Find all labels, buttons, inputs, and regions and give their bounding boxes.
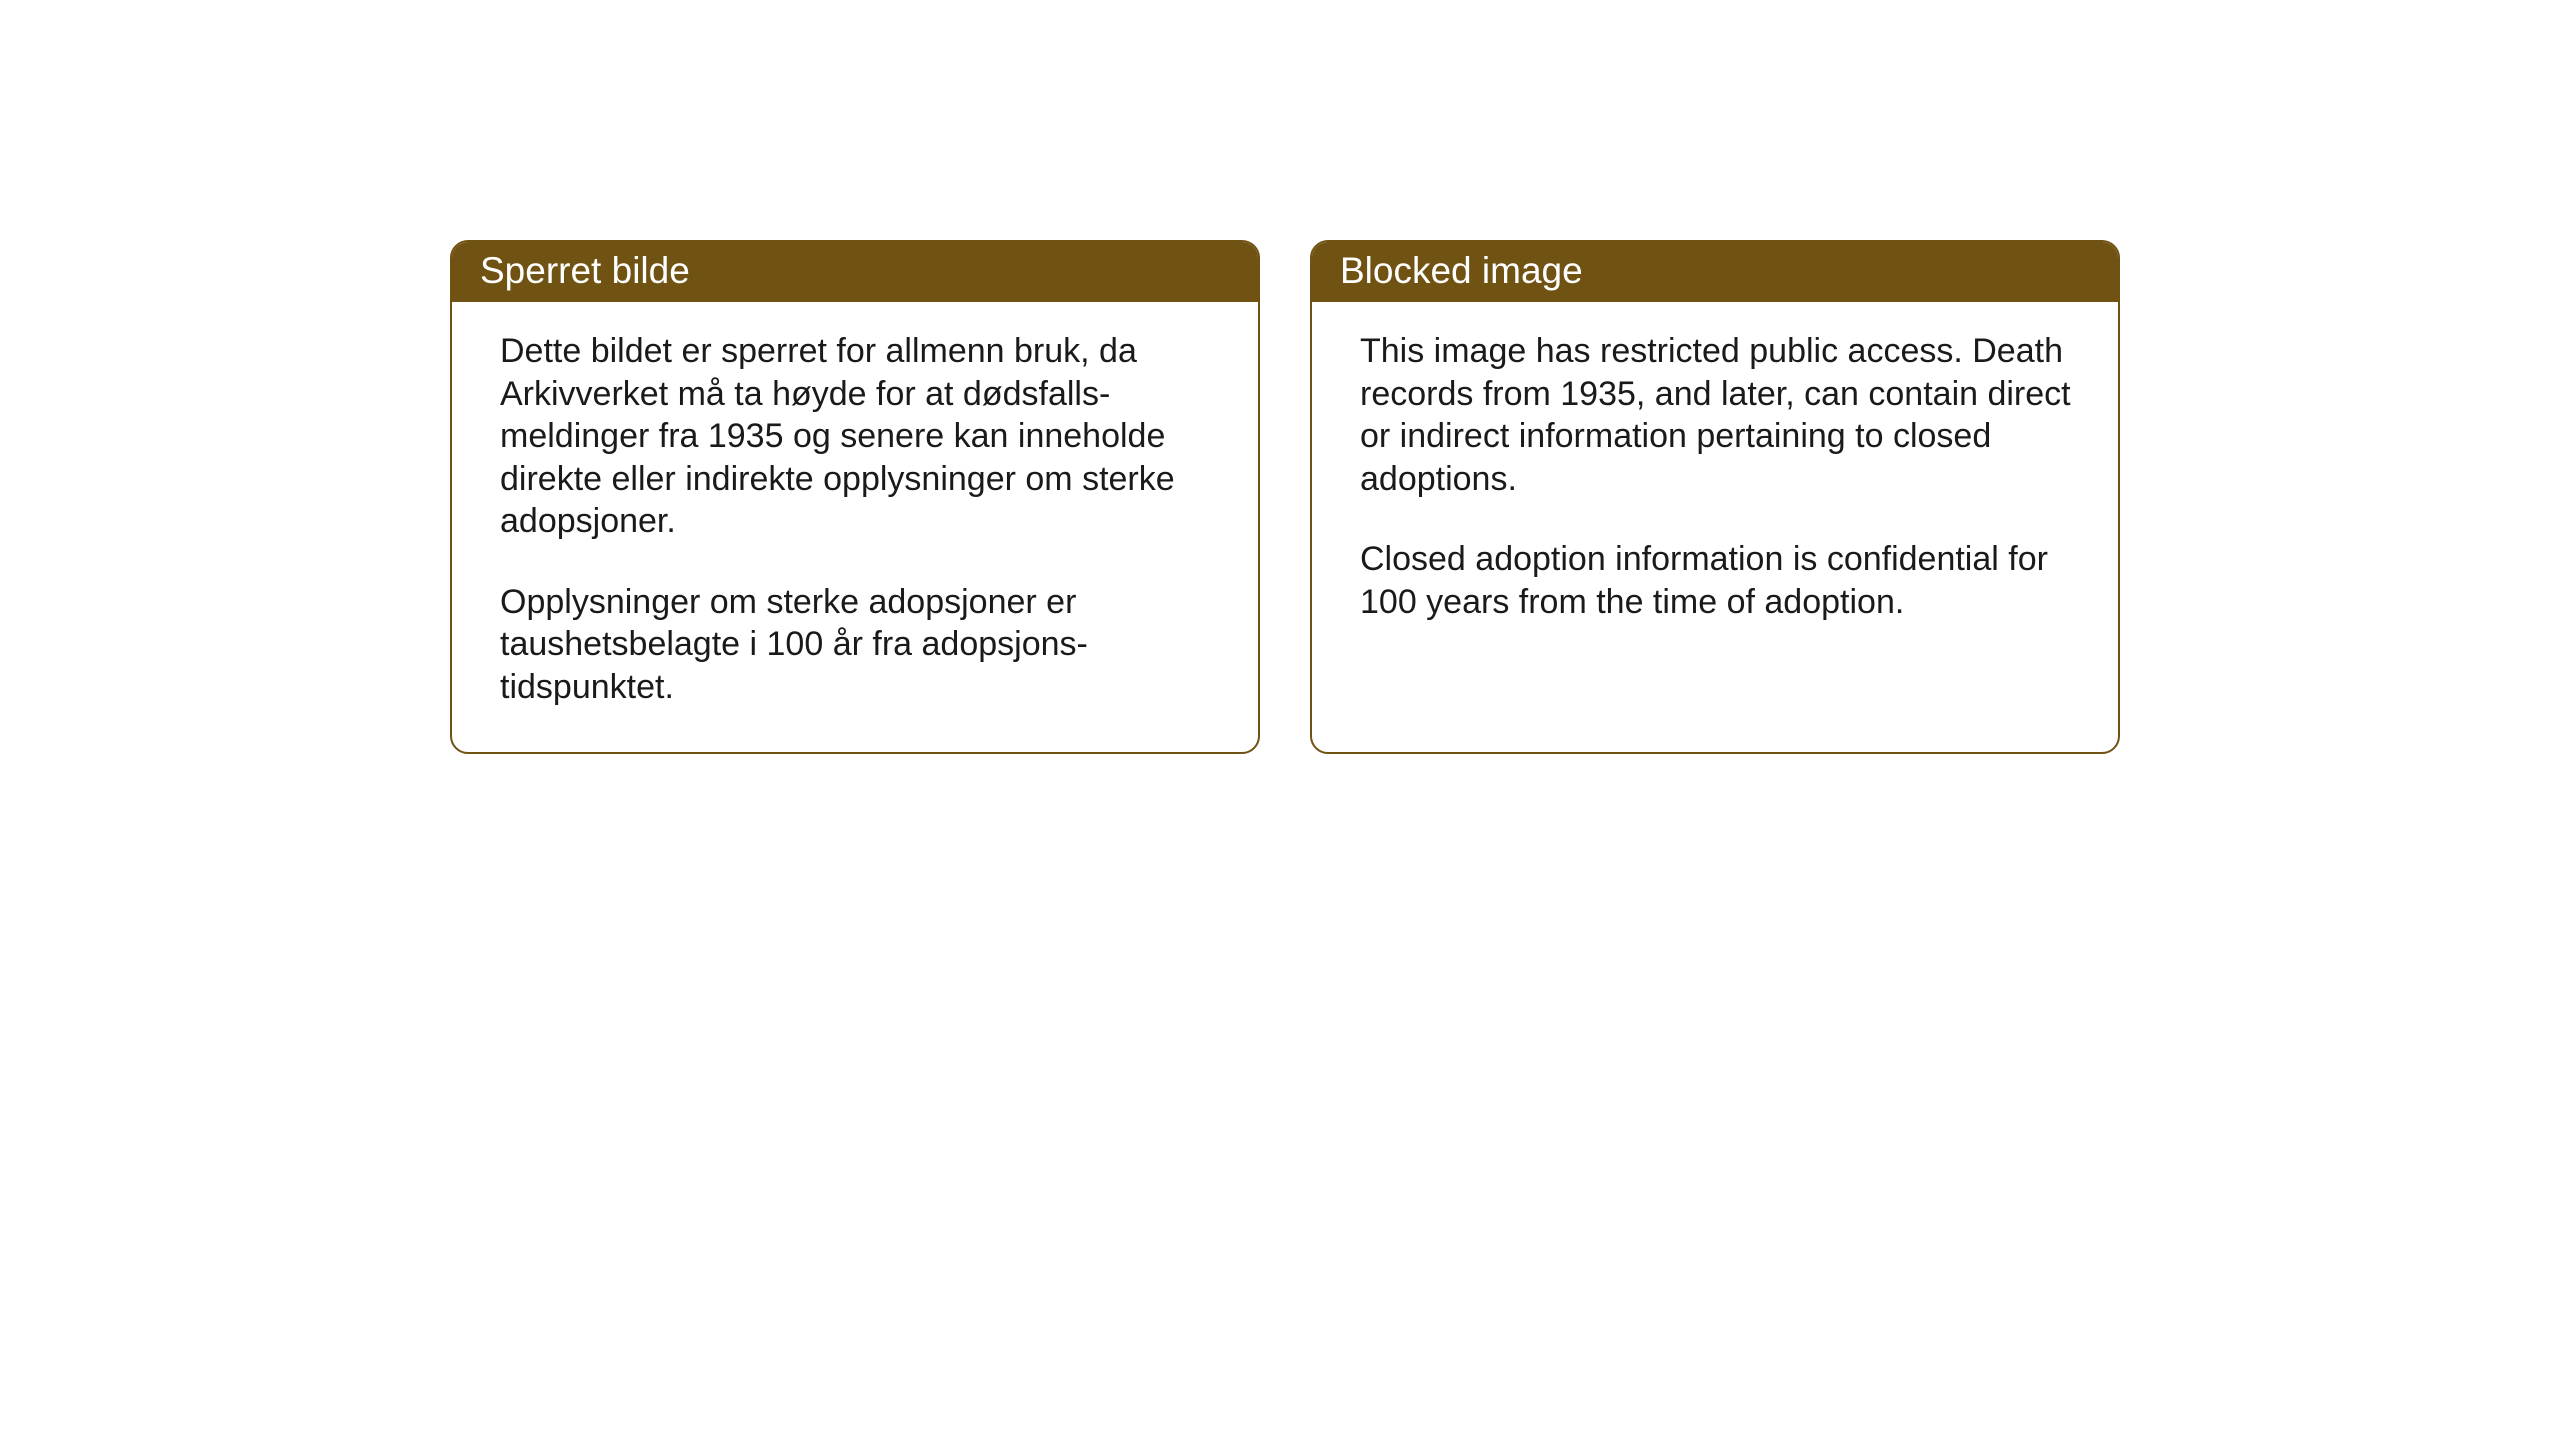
notice-paragraph-2-english: Closed adoption information is confident… [1360, 538, 2074, 623]
notice-box-english: Blocked image This image has restricted … [1310, 240, 2120, 754]
notice-body-english: This image has restricted public access.… [1312, 302, 2118, 667]
notice-header-english: Blocked image [1312, 242, 2118, 302]
notice-box-norwegian: Sperret bilde Dette bildet er sperret fo… [450, 240, 1260, 754]
notice-container: Sperret bilde Dette bildet er sperret fo… [0, 0, 2560, 754]
notice-body-norwegian: Dette bildet er sperret for allmenn bruk… [452, 302, 1258, 752]
notice-paragraph-1-norwegian: Dette bildet er sperret for allmenn bruk… [500, 330, 1214, 543]
notice-header-norwegian: Sperret bilde [452, 242, 1258, 302]
notice-title-english: Blocked image [1340, 250, 1583, 291]
notice-paragraph-2-norwegian: Opplysninger om sterke adopsjoner er tau… [500, 581, 1214, 709]
notice-paragraph-1-english: This image has restricted public access.… [1360, 330, 2074, 500]
notice-title-norwegian: Sperret bilde [480, 250, 690, 291]
